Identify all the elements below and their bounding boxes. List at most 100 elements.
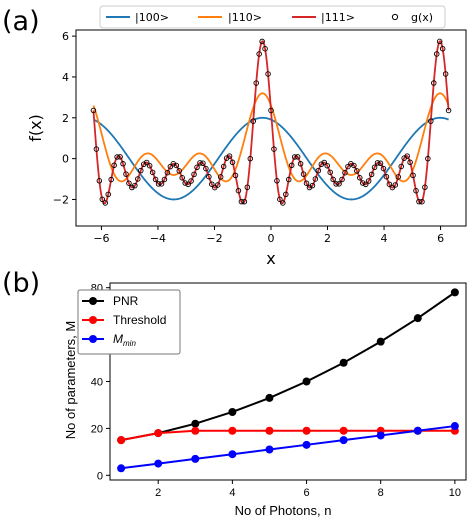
xtick-label: −4 (150, 232, 166, 245)
gx-point (149, 169, 156, 176)
gx-point (280, 200, 286, 206)
gx-point (253, 80, 259, 86)
gx-point (348, 161, 354, 167)
threshold-point (265, 426, 274, 435)
gx-point (238, 198, 245, 205)
chart-a-ylabel: f(x) (26, 114, 45, 142)
chart-b-xlabel: No of Photons, n (235, 503, 332, 518)
chart-b: 246810020406080 No of Photons, n No of p… (63, 282, 467, 518)
chart-a-frame (75, 29, 467, 227)
gx-point (126, 180, 132, 186)
gx-point (330, 176, 336, 183)
gx-point (294, 154, 301, 160)
xtick-label: 6 (303, 487, 309, 499)
chart-a-legend-box (99, 5, 446, 29)
gx-point (229, 159, 236, 166)
xtick-label: 2 (155, 487, 161, 499)
gx-point (259, 38, 265, 45)
gx-point (312, 176, 319, 182)
mmin-point (228, 450, 237, 459)
ytick-label: 20 (91, 423, 103, 435)
mmin-point (376, 431, 385, 440)
gx-point (206, 173, 212, 180)
gx-point (155, 181, 162, 187)
mmin-point (191, 454, 200, 463)
series-111-line (92, 40, 450, 205)
series-pnr-line (120, 291, 456, 442)
ytick-label: 0 (62, 153, 69, 166)
mmin-point (154, 459, 163, 468)
ytick-label: 6 (62, 30, 69, 43)
gx-point (351, 162, 357, 169)
gx-point (170, 161, 177, 167)
xtick-label: 4 (381, 232, 388, 245)
pnr-point (191, 419, 200, 428)
gx-point (200, 160, 206, 167)
gx-point (120, 161, 126, 167)
gx-point (407, 159, 413, 166)
gx-point (422, 184, 428, 190)
pnr-point (265, 393, 274, 402)
gx-point (274, 178, 280, 184)
gx-point (226, 153, 233, 159)
gx-point (256, 51, 262, 57)
ytick-label: 40 (91, 377, 103, 389)
xtick-label: 2 (324, 232, 331, 245)
gx-point (241, 198, 248, 205)
legend-swatch-gx (391, 13, 399, 21)
gx-point (425, 155, 431, 162)
gx-point (114, 154, 120, 160)
gx-point (90, 107, 97, 114)
gx-point (342, 169, 348, 176)
gx-point (410, 172, 416, 179)
gx-point (404, 153, 410, 159)
gx-point (386, 181, 393, 187)
legend-label-gx: g(x) (411, 11, 433, 24)
chart-b-ylabel: No of parameters, M (63, 321, 78, 440)
xtick-label: 0 (268, 232, 275, 245)
gx-point (365, 178, 372, 184)
ytick-label: 0 (97, 470, 103, 482)
gx-point (179, 175, 185, 181)
gx-point (203, 165, 209, 172)
gx-point (135, 176, 141, 182)
series-threshold-line (120, 429, 455, 442)
gx-point (321, 159, 328, 166)
gx-point (315, 167, 322, 174)
gx-point (413, 187, 419, 194)
threshold-point (228, 426, 237, 435)
pnr-point (450, 288, 459, 297)
pnr-point (339, 358, 348, 367)
chart-a-xlabel: x (266, 249, 275, 268)
legend-label-pnr: PNR (113, 294, 139, 308)
gx-point (105, 191, 111, 198)
gx-point (143, 159, 150, 166)
legend-label-threshold: Threshold (113, 313, 166, 327)
gx-point (164, 169, 171, 176)
series-mmin-line (121, 425, 455, 470)
gx-point (345, 163, 351, 170)
gx-point (398, 163, 404, 170)
gx-point (339, 176, 345, 183)
ytick-label: 4 (62, 71, 69, 84)
mmin-point (302, 440, 311, 449)
mmin-point (339, 436, 348, 445)
pnr-point (376, 337, 385, 346)
gx-point (268, 107, 274, 114)
pnr-point (302, 377, 311, 386)
gx-point (327, 169, 333, 176)
gx-point (433, 51, 440, 57)
gx-point (188, 178, 194, 184)
gx-point (416, 198, 422, 205)
gx-point (146, 162, 153, 169)
gx-point (152, 176, 159, 183)
gx-point (167, 163, 174, 170)
threshold-point (117, 436, 126, 445)
gx-point (324, 162, 330, 169)
gx-point (244, 184, 251, 190)
threshold-point (302, 426, 311, 435)
gx-point (191, 171, 197, 178)
gx-point (359, 180, 366, 186)
ytick-label: 2 (62, 112, 69, 125)
gx-point (371, 164, 378, 171)
